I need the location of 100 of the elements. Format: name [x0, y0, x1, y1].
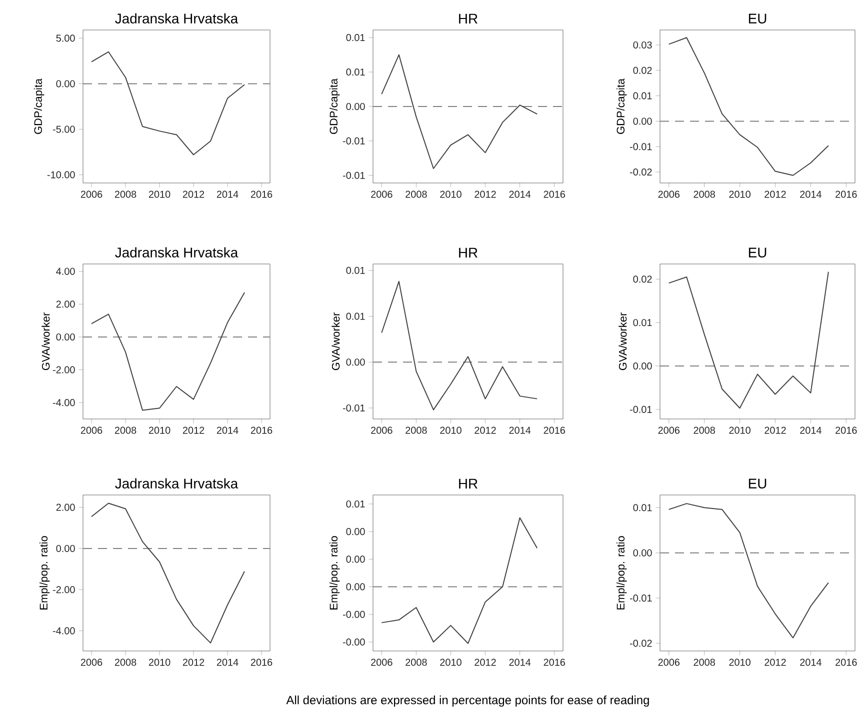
y-tick-label: 0.01 — [346, 34, 365, 42]
y-axis-title: Empl/pop. ratio — [616, 536, 627, 610]
y-axis-title: GDP/capita — [616, 78, 627, 134]
y-tick-label: 2.00 — [56, 504, 75, 511]
y-tick-label: 0.00 — [633, 549, 652, 556]
y-tick-label: 0.01 — [346, 500, 365, 508]
y-tick-label: 0.01 — [346, 266, 365, 274]
x-tick-label: 2014 — [800, 658, 822, 666]
y-tick-label: 0.00 — [56, 333, 75, 340]
chart-title: EU — [748, 14, 766, 24]
y-tick-label: 0.01 — [633, 504, 652, 512]
y-tick-label: -4.00 — [52, 627, 75, 634]
chart-title: HR — [459, 248, 478, 258]
x-tick-label: 2010 — [148, 190, 170, 198]
x-tick-label: 2012 — [474, 658, 496, 666]
x-tick-label: 2010 — [148, 426, 170, 434]
x-tick-label: 2016 — [836, 658, 857, 666]
x-tick-label: 2008 — [406, 426, 427, 434]
x-tick-label: 2008 — [694, 426, 715, 434]
y-axis-title: Empl/pop. ratio — [39, 536, 50, 610]
y-axis-title: Empl/pop. ratio — [329, 536, 340, 610]
x-tick-label: 2008 — [114, 658, 136, 666]
y-tick-label: -0.01 — [630, 143, 652, 150]
line-series — [91, 292, 246, 411]
x-tick-label: 2008 — [406, 190, 427, 198]
line-series — [668, 37, 829, 176]
x-tick-label: 2012 — [182, 426, 204, 434]
x-tick-label: 2006 — [371, 426, 392, 434]
x-tick-label: 2008 — [694, 190, 715, 198]
y-axis-title: GDP/capita — [329, 78, 340, 134]
line-series — [91, 51, 246, 156]
y-tick-label: -0.01 — [630, 406, 652, 413]
y-tick-label: -4.00 — [52, 399, 75, 406]
chart-title: Jadranska Hrvatska — [115, 247, 238, 258]
y-tick-label: -0.01 — [342, 137, 365, 144]
x-tick-label: 2010 — [440, 658, 462, 666]
x-tick-label: 2016 — [250, 190, 272, 198]
x-tick-label: 2016 — [250, 658, 272, 666]
y-tick-label: 0.02 — [633, 66, 652, 74]
y-axis-title: GDP/capita — [34, 78, 44, 134]
x-tick-label: 2010 — [729, 426, 750, 434]
x-tick-label: 2016 — [544, 426, 566, 434]
y-tick-label: 0.01 — [633, 319, 652, 326]
x-tick-label: 2008 — [406, 658, 427, 666]
x-tick-label: 2012 — [764, 190, 786, 198]
x-tick-label: 2012 — [474, 426, 496, 434]
y-tick-label: -0.01 — [342, 404, 365, 412]
x-tick-label: 2012 — [764, 658, 786, 666]
y-axis-title: GVA/worker — [332, 312, 340, 370]
y-tick-label: 0.00 — [633, 118, 652, 125]
x-tick-label: 2008 — [114, 426, 136, 434]
line-series — [668, 271, 829, 409]
x-tick-label: 2010 — [440, 190, 462, 198]
x-tick-label: 2014 — [216, 190, 238, 198]
y-tick-label: 5.00 — [56, 34, 75, 42]
y-tick-label: -0.01 — [630, 594, 652, 602]
y-tick-label: 0.00 — [346, 358, 365, 366]
x-tick-label: 2010 — [148, 658, 170, 666]
y-tick-label: 0.02 — [633, 276, 652, 283]
y-tick-label: 0.00 — [346, 102, 365, 110]
line-series — [381, 280, 538, 410]
x-tick-label: 2006 — [80, 190, 102, 198]
y-tick-label: -0.00 — [342, 610, 365, 618]
x-tick-label: 2014 — [509, 426, 531, 434]
x-tick-label: 2010 — [440, 426, 462, 434]
y-tick-label: -10.00 — [47, 171, 75, 178]
x-tick-label: 2006 — [658, 190, 680, 198]
line-series — [91, 502, 246, 644]
x-tick-label: 2012 — [474, 190, 496, 198]
text: All deviations are expressed in percentage points for ease of reading — [286, 696, 649, 707]
y-tick-label: 0.00 — [346, 528, 365, 536]
y-tick-label: -5.00 — [52, 126, 75, 133]
x-tick-label: 2016 — [250, 426, 272, 434]
y-tick-label: 0.00 — [346, 583, 365, 590]
x-tick-label: 2008 — [114, 190, 136, 198]
y-tick-label: -0.02 — [630, 640, 652, 647]
x-tick-label: 2014 — [509, 190, 531, 198]
x-tick-label: 2014 — [216, 658, 238, 666]
y-axis-title: GVA/worker — [42, 312, 50, 370]
x-tick-label: 2012 — [182, 190, 204, 198]
x-tick-label: 2006 — [371, 190, 392, 198]
x-tick-label: 2010 — [729, 658, 750, 666]
y-tick-label: 4.00 — [56, 268, 75, 275]
chart-title: EU — [748, 248, 766, 258]
x-tick-label: 2016 — [836, 190, 857, 198]
line-series — [381, 517, 538, 644]
y-tick-label: 0.00 — [56, 80, 75, 88]
line-series — [381, 54, 538, 170]
y-tick-label: 0.01 — [633, 92, 652, 100]
x-tick-label: 2014 — [800, 426, 822, 434]
x-tick-label: 2014 — [216, 426, 238, 434]
y-tick-label: 0.01 — [346, 312, 365, 320]
y-tick-label: 0.01 — [346, 68, 365, 76]
y-tick-label: -0.01 — [342, 172, 365, 179]
x-tick-label: 2016 — [544, 190, 566, 198]
y-tick-label: -2.00 — [52, 586, 75, 594]
chart-title: HR — [459, 14, 478, 24]
x-tick-label: 2006 — [80, 426, 102, 434]
x-tick-label: 2006 — [658, 658, 680, 666]
x-tick-label: 2014 — [509, 658, 531, 666]
